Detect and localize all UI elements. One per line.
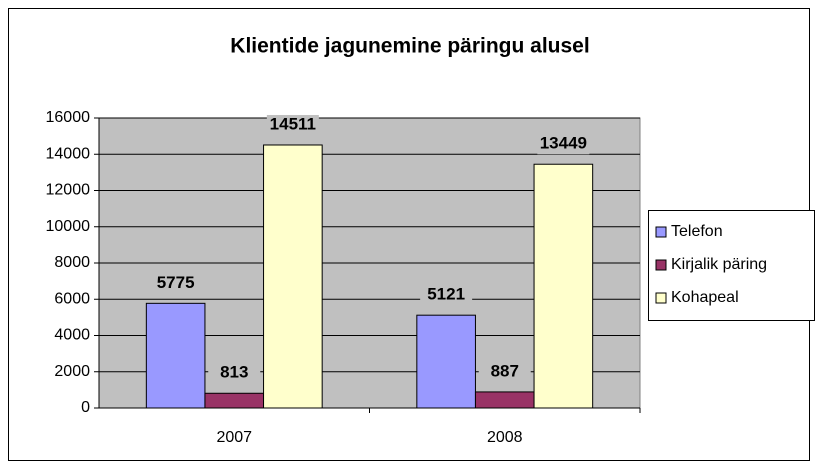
bar xyxy=(474,391,535,409)
y-tick-label: 12000 xyxy=(46,182,91,199)
data-label-bg xyxy=(266,114,319,135)
legend-swatch xyxy=(655,259,667,271)
x-tick-label: 2008 xyxy=(487,429,523,446)
data-label-bg xyxy=(149,273,202,294)
bar xyxy=(204,392,265,409)
x-tick-label: 2007 xyxy=(216,429,252,446)
data-label: 5775 xyxy=(157,273,195,292)
data-label: 887 xyxy=(491,361,519,380)
legend-swatch xyxy=(655,226,667,238)
bar xyxy=(263,144,323,409)
data-label: 14511 xyxy=(270,114,316,133)
y-tick-label: 16000 xyxy=(46,109,91,126)
y-tick-label: 4000 xyxy=(54,327,90,344)
legend-swatch xyxy=(655,292,667,304)
data-label: 5121 xyxy=(427,285,465,304)
data-label: 13449 xyxy=(540,134,587,153)
bar xyxy=(533,163,594,409)
legend xyxy=(648,210,815,321)
y-tick-label: 2000 xyxy=(54,363,90,380)
data-label-bg xyxy=(478,361,531,382)
data-label-bg xyxy=(420,285,473,306)
legend-label: Kirjalik päring xyxy=(671,256,767,273)
y-tick-label: 6000 xyxy=(54,290,90,307)
legend-label: Telefon xyxy=(671,223,723,240)
y-tick-label: 8000 xyxy=(54,254,90,271)
data-label-bg xyxy=(208,363,261,384)
data-label-bg xyxy=(537,134,590,155)
y-tick-label: 14000 xyxy=(46,145,91,162)
bar xyxy=(416,314,476,409)
chart-title: Klientide jagunemine päringu alusel xyxy=(230,35,589,58)
y-tick-label: 10000 xyxy=(46,218,91,235)
bar xyxy=(145,302,206,409)
y-tick-label: 0 xyxy=(81,399,90,416)
data-label: 813 xyxy=(220,363,248,382)
legend-label: Kohapeal xyxy=(671,289,739,306)
